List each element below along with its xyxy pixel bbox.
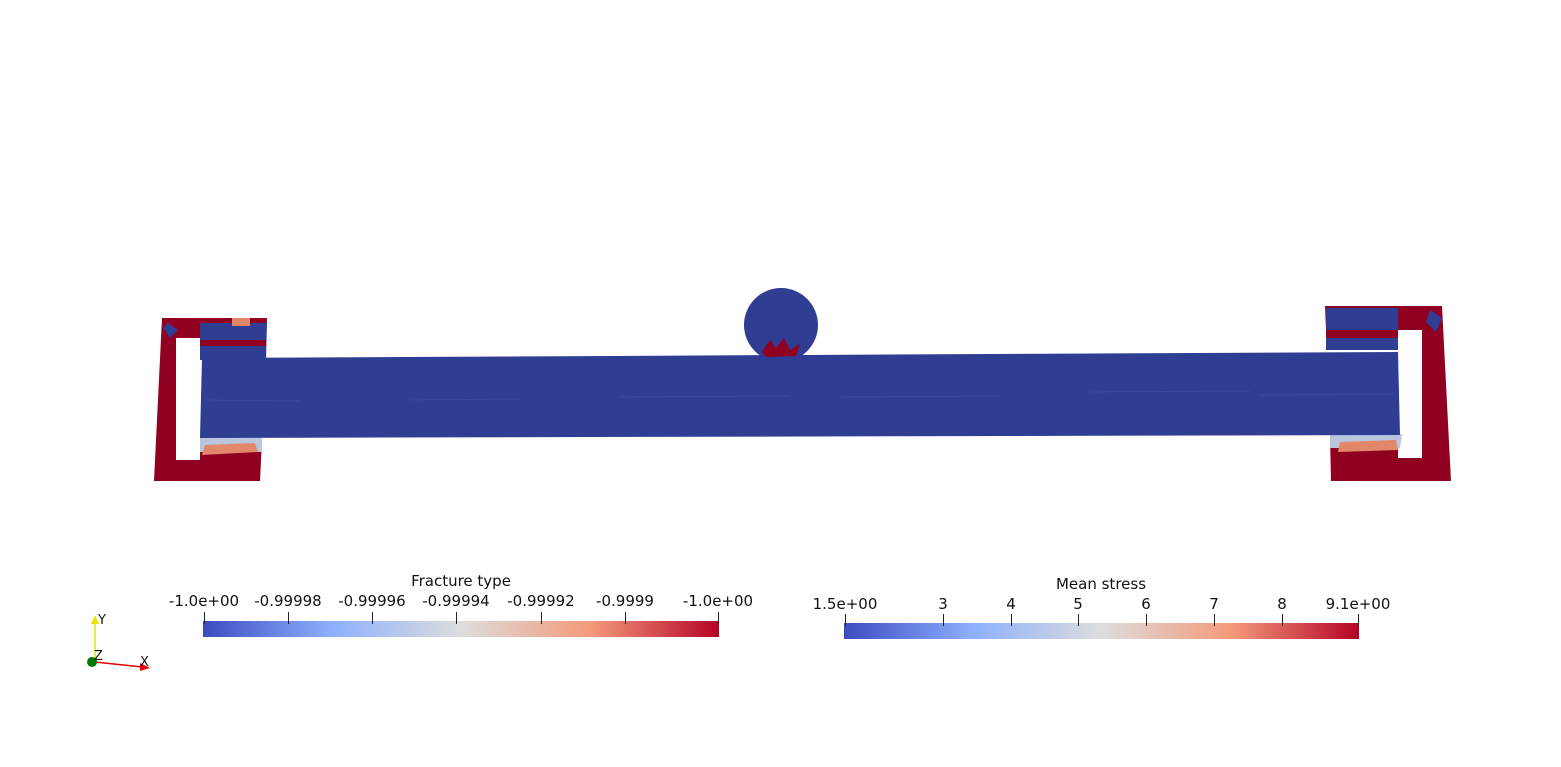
right-support: [1325, 306, 1451, 481]
fracture-colorbar: [203, 621, 719, 637]
fracture-tick-label: -1.0e+00: [168, 592, 240, 610]
stress-colorbar: [844, 623, 1359, 639]
fracture-tick-label: -1.0e+00: [682, 592, 754, 610]
stress-tick-label: 3: [938, 595, 948, 613]
beam: [200, 352, 1400, 438]
stress-tick-mark: [1358, 614, 1359, 626]
fracture-tick-mark: [372, 612, 373, 624]
fracture-tick-mark: [204, 612, 205, 624]
stress-tick-label: 8: [1277, 595, 1287, 613]
fracture-tick-mark: [456, 612, 457, 624]
fracture-legend-title: Fracture type: [411, 572, 511, 590]
z-axis-label: Z: [94, 649, 103, 664]
x-axis-label: X: [140, 655, 149, 670]
fracture-tick-mark: [625, 612, 626, 624]
left-support: [154, 318, 267, 481]
stress-tick-mark: [943, 614, 944, 626]
y-axis-label: Y: [98, 613, 106, 628]
fracture-tick-label: -0.99996: [338, 592, 406, 610]
fracture-tick-label: -0.99998: [254, 592, 322, 610]
fracture-tick-label: -0.9999: [596, 592, 654, 610]
stress-tick-label: 4: [1006, 595, 1016, 613]
stress-tick-mark: [845, 614, 846, 626]
fracture-tick-mark: [718, 612, 719, 624]
x-axis-arrow-icon: [140, 663, 150, 671]
stress-tick-mark: [1214, 614, 1215, 626]
stress-tick-label: 5: [1073, 595, 1083, 613]
loading-cylinder: [744, 288, 818, 362]
stress-tick-mark: [1146, 614, 1147, 626]
fracture-tick-mark: [288, 612, 289, 624]
stress-tick-mark: [1011, 614, 1012, 626]
stress-tick-label: 9.1e+00: [1325, 595, 1391, 613]
y-axis-arrow-icon: [91, 615, 99, 624]
stress-tick-mark: [1282, 614, 1283, 626]
stress-tick-label: 1.5e+00: [812, 595, 878, 613]
stress-tick-label: 7: [1209, 595, 1219, 613]
stress-legend-title: Mean stress: [1055, 575, 1147, 593]
stress-tick-label: 6: [1141, 595, 1151, 613]
fracture-tick-mark: [541, 612, 542, 624]
fracture-tick-label: -0.99994: [422, 592, 490, 610]
z-axis-dot-icon: [87, 657, 97, 667]
stress-tick-mark: [1078, 614, 1079, 626]
fracture-tick-label: -0.99992: [507, 592, 575, 610]
